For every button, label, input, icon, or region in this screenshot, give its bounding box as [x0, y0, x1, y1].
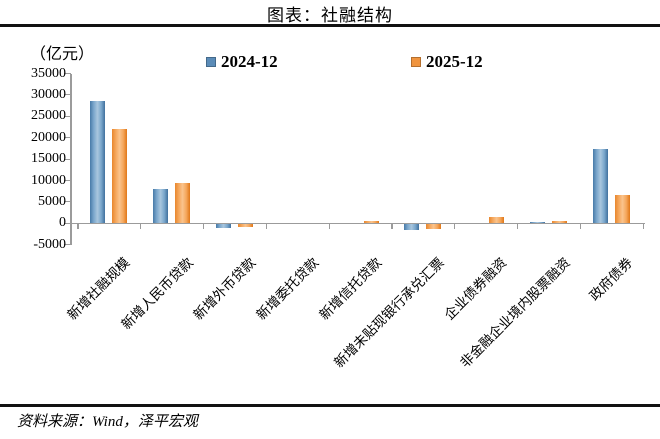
bar	[112, 128, 128, 224]
source-attribution: 资料来源：Wind，泽平宏观	[17, 414, 198, 430]
bar	[238, 224, 253, 228]
y-axis-tick-label: 0	[59, 215, 66, 231]
y-axis-tick-label: 30000	[31, 86, 66, 102]
bar	[300, 222, 316, 224]
footer-divider	[0, 404, 660, 407]
y-axis-tick	[64, 137, 71, 139]
bar	[153, 188, 169, 224]
bar	[426, 224, 442, 230]
bar	[489, 217, 505, 224]
category-label: 政府债券	[586, 254, 636, 304]
legend-swatch-2025-12-icon	[411, 57, 421, 67]
y-axis-tick	[64, 94, 71, 96]
bar	[552, 220, 567, 224]
x-axis-tick	[265, 223, 267, 229]
x-axis-tick	[454, 223, 456, 229]
y-axis-unit-label: （亿元）	[30, 46, 95, 63]
bar	[363, 220, 379, 224]
chart-title: 图表：社融结构	[267, 6, 393, 25]
y-axis-tick-label: 10000	[31, 172, 66, 188]
bar	[404, 224, 420, 231]
y-axis-tick-label: 25000	[31, 108, 66, 124]
y-axis-tick	[64, 158, 71, 160]
legend-item-2025-12: 2025-12	[411, 52, 483, 72]
bar	[614, 195, 630, 224]
x-axis-tick	[391, 223, 393, 229]
category-label: 新增未贴现银行承兑汇票	[331, 254, 447, 371]
bar	[530, 221, 545, 224]
x-axis-line	[70, 222, 645, 225]
title-divider	[0, 24, 660, 27]
x-axis-tick	[642, 223, 644, 229]
x-axis-tick	[579, 223, 581, 229]
x-axis-tick	[203, 223, 205, 229]
legend-label-2025-12: 2025-12	[426, 52, 483, 71]
y-axis-tick	[64, 244, 71, 246]
legend-label-2024-12: 2024-12	[221, 52, 278, 71]
legend-item-2024-12: 2024-12	[206, 52, 278, 72]
legend-swatch-2024-12-icon	[206, 57, 216, 67]
x-axis-tick	[140, 223, 142, 229]
bar	[175, 183, 191, 224]
bar	[90, 101, 106, 224]
bar	[592, 149, 608, 224]
y-axis-tick-label: 5000	[38, 193, 66, 209]
y-axis-tick	[64, 72, 71, 75]
x-axis-tick	[77, 223, 79, 229]
y-axis-tick-label: 35000	[31, 65, 66, 81]
y-axis-tick	[64, 222, 71, 224]
x-axis-tick	[328, 223, 330, 229]
y-axis-tick	[64, 179, 71, 182]
y-axis-tick-label: 20000	[31, 129, 66, 145]
y-axis-tick	[64, 201, 71, 203]
y-axis-tick-label: -5000	[33, 236, 66, 252]
category-label: 新增委托贷款	[253, 254, 322, 323]
category-label: 非金融企业境内股票融资	[456, 254, 573, 371]
y-axis-tick-label: 15000	[31, 151, 66, 167]
y-axis-tick	[64, 115, 71, 117]
bar	[216, 224, 231, 228]
category-label: 新增外币贷款	[190, 254, 259, 323]
x-axis-tick	[517, 223, 519, 229]
